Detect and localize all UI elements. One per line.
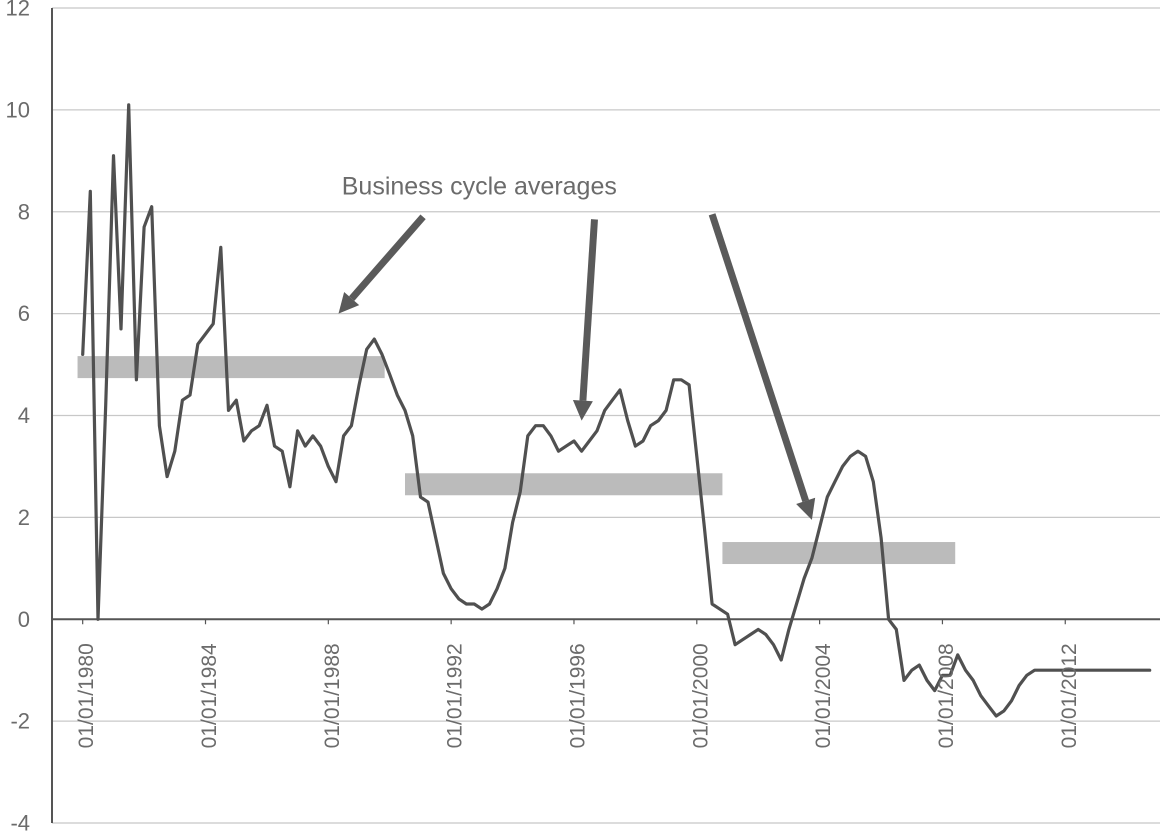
axes (51, 8, 1160, 823)
x-tick-label: 01/01/1992 (444, 643, 467, 748)
y-tick-label: 0 (18, 607, 30, 632)
arrow-head (572, 399, 593, 421)
average-band (722, 542, 956, 565)
y-tick-label: 2 (18, 505, 30, 530)
x-tick-label: 01/01/1980 (75, 643, 98, 748)
y-tick-label: 10 (6, 97, 30, 122)
x-tick-label: 01/01/2004 (812, 643, 835, 748)
labels: -4 -2 0 2 4 6 8 10 12 01/01/1980 01/01/1984 01/01/1… (6, 0, 1081, 836)
y-tick-label: -2 (10, 709, 30, 734)
arrow-shaft (349, 214, 426, 301)
arrow-head (338, 291, 360, 314)
x-tick-label: 01/01/1988 (321, 643, 344, 748)
average-band (77, 356, 385, 379)
x-tick-label: 01/01/2012 (1058, 643, 1081, 748)
series (81, 103, 1152, 718)
series-line (81, 103, 1152, 718)
y-tick-label: 8 (18, 199, 30, 224)
arrow-shaft (708, 213, 809, 502)
x-tick-label: 01/01/2000 (689, 643, 712, 748)
y-tick-label: 4 (18, 403, 30, 428)
x-tick-label: 01/01/1996 (566, 643, 589, 748)
y-tick-label: -4 (10, 811, 30, 836)
x-tick-label: 01/01/2008 (935, 643, 958, 748)
arrow-shaft (579, 219, 598, 401)
annotation-label: Business cycle averages (342, 172, 617, 200)
y-tick-label: 12 (6, 0, 30, 21)
x-tick-label: 01/01/1984 (198, 643, 221, 748)
arrow-head (796, 497, 816, 520)
gridlines (52, 7, 1160, 824)
annotation-arrows (338, 213, 816, 520)
average-band (404, 473, 723, 496)
y-tick-label: 6 (18, 301, 30, 326)
business-cycle-bands (77, 356, 956, 565)
